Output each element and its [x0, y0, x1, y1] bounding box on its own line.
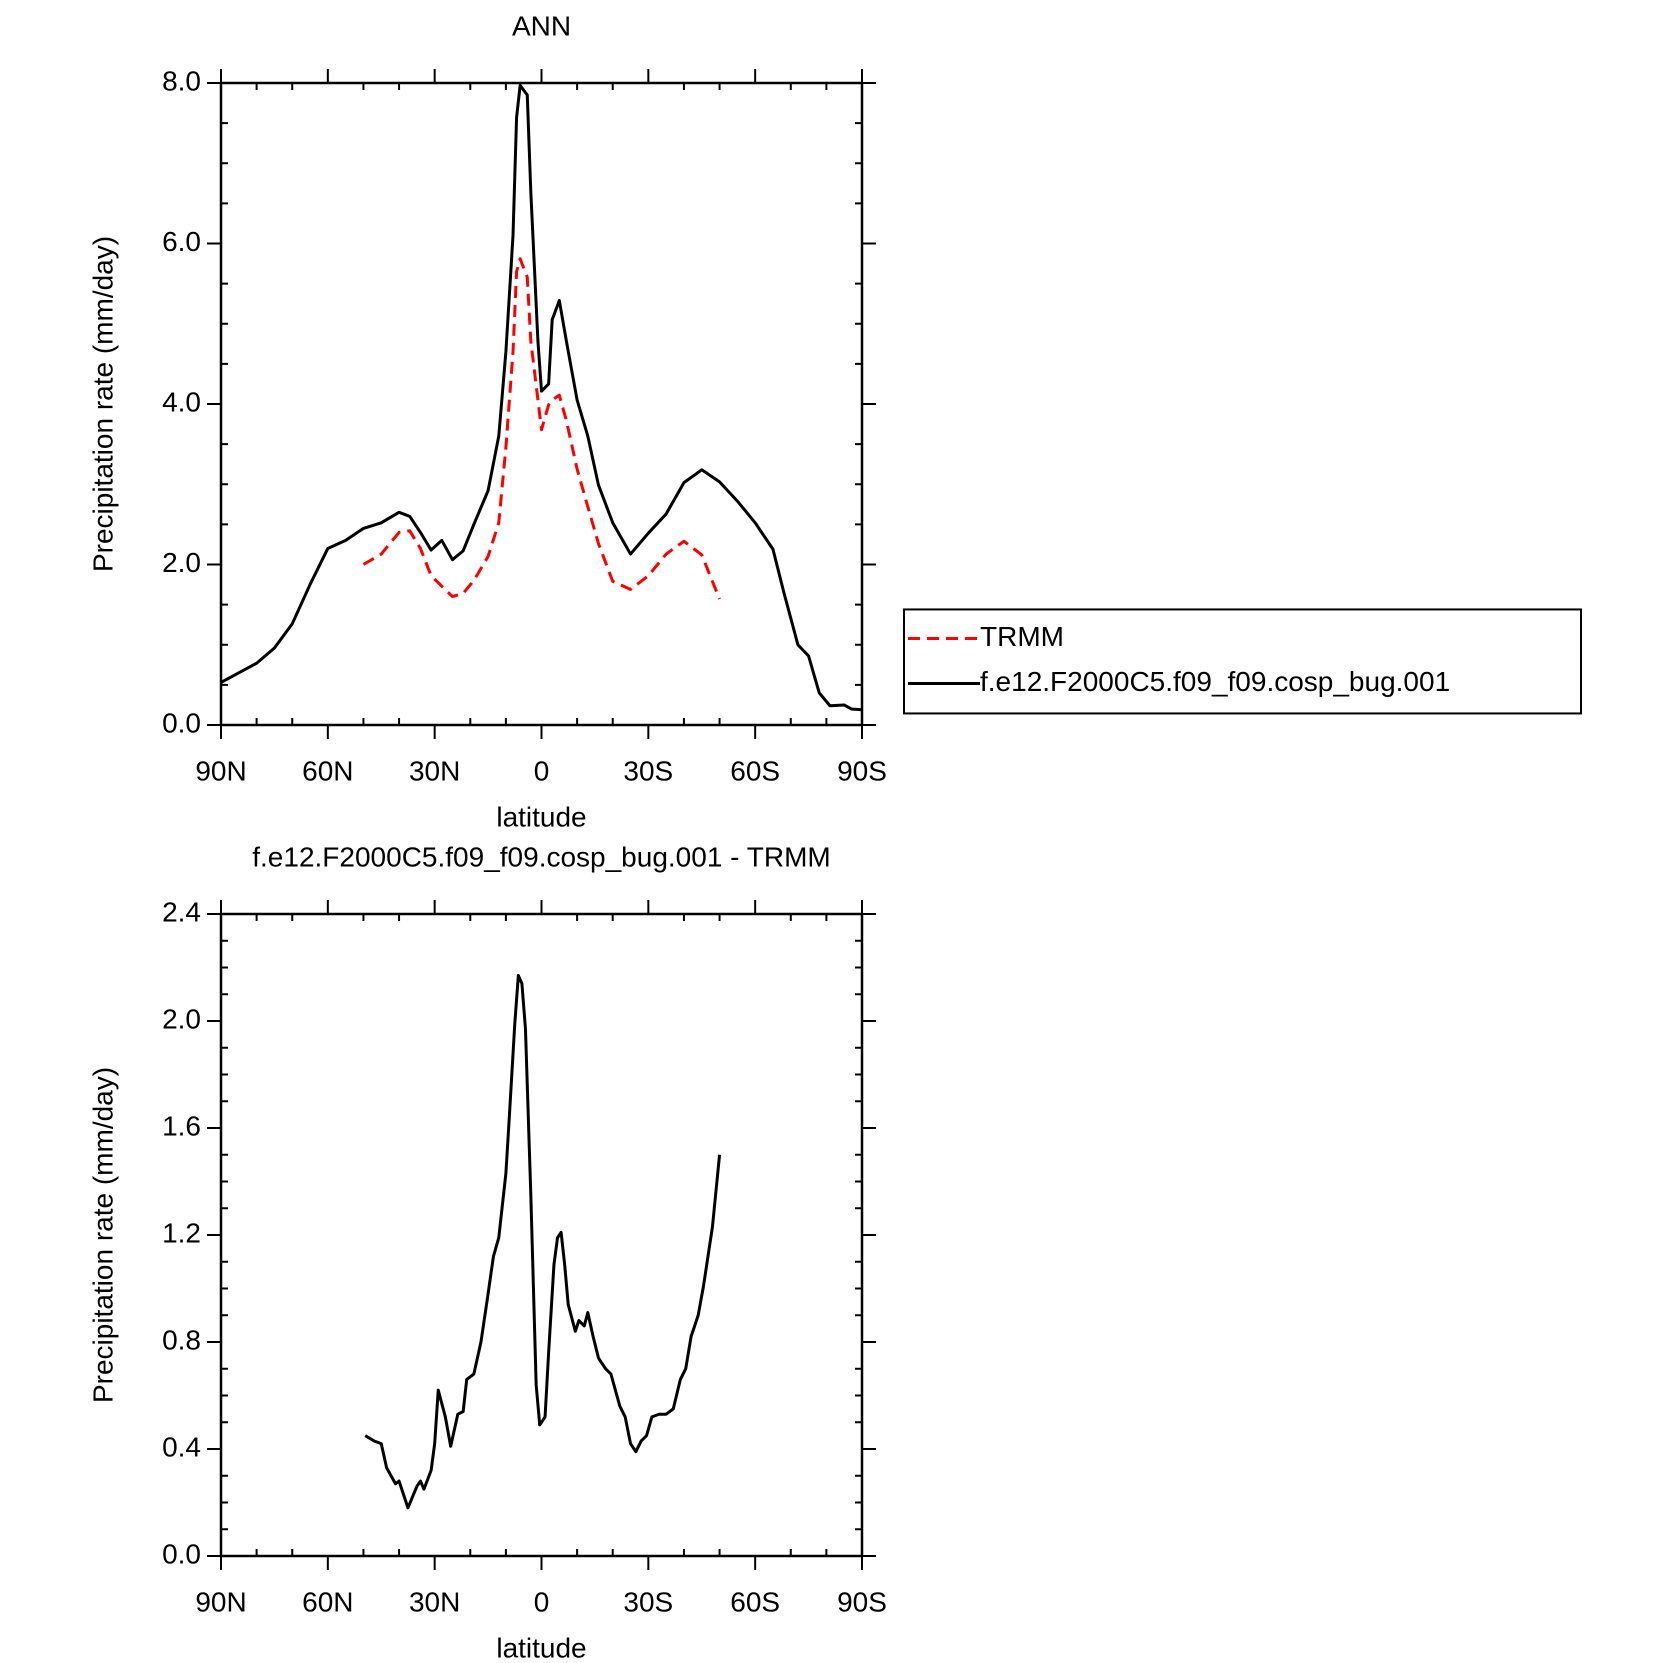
y-tick-label: 0.0 [162, 707, 201, 738]
y-tick-label: 4.0 [162, 386, 201, 417]
y-tick-label: 1.6 [162, 1110, 201, 1141]
legend-label: f.e12.F2000C5.f09_f09.cosp_bug.001 [980, 666, 1450, 697]
x-tick-label: 60S [730, 755, 780, 786]
plot-frame [219, 912, 864, 1558]
data-line [362, 257, 721, 600]
y-tick-label: 2.4 [162, 896, 201, 927]
x-tick-label: 0 [534, 755, 550, 786]
y-tick-label: 0.0 [162, 1538, 201, 1569]
x-tick-label: 30S [623, 1586, 673, 1617]
x-tick-label: 90N [195, 755, 246, 786]
x-tick-label: 90S [837, 1586, 887, 1617]
chart-title: f.e12.F2000C5.f09_f09.cosp_bug.001 - TRM… [252, 841, 831, 872]
x-tick-label: 30S [623, 755, 673, 786]
x-tick-label: 90N [195, 1586, 246, 1617]
data-line [220, 83, 863, 712]
y-tick-label: 0.8 [162, 1324, 201, 1355]
y-tick-label: 2.0 [162, 1003, 201, 1034]
data-line [364, 974, 722, 1510]
x-tick-label: 60N [302, 1586, 353, 1617]
plot-frame [219, 81, 864, 727]
legend-label: TRMM [980, 621, 1064, 652]
x-tick-label: 60N [302, 755, 353, 786]
y-axis-label: Precipitation rate (mm/day) [87, 1067, 118, 1403]
x-tick-label: 0 [534, 1586, 550, 1617]
y-tick-label: 6.0 [162, 226, 201, 257]
x-tick-label: 90S [837, 755, 887, 786]
x-tick-label: 30N [409, 755, 460, 786]
y-tick-label: 0.4 [162, 1431, 201, 1462]
legend-box [903, 608, 1582, 715]
y-tick-label: 2.0 [162, 547, 201, 578]
y-axis-label: Precipitation rate (mm/day) [87, 236, 118, 572]
chart-title: ANN [512, 10, 571, 41]
y-tick-label: 8.0 [162, 65, 201, 96]
x-tick-label: 30N [409, 1586, 460, 1617]
x-tick-label: 60S [730, 1586, 780, 1617]
x-axis-label: latitude [496, 1632, 586, 1663]
x-axis-label: latitude [496, 801, 586, 832]
y-tick-label: 1.2 [162, 1217, 201, 1248]
